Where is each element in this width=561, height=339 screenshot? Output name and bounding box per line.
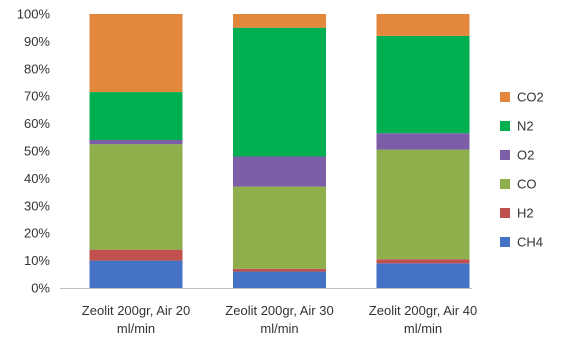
bar-segment-co — [233, 186, 326, 269]
bar-segment-co — [376, 149, 470, 260]
legend-swatch-co — [500, 179, 510, 189]
legend-label-n2: N2 — [517, 119, 534, 134]
y-tick-label: 20% — [24, 226, 50, 241]
x-category-label: ml/min — [260, 321, 298, 336]
y-tick-label: 30% — [24, 198, 50, 213]
y-tick-label: 100% — [17, 7, 51, 22]
x-category-label: Zeolit 200gr, Air 40 — [369, 303, 477, 318]
legend-swatch-n2 — [500, 121, 510, 131]
bar-segment-n2 — [89, 92, 183, 141]
legend-label-co2: CO2 — [517, 90, 544, 105]
legend-swatch-h2 — [500, 208, 510, 218]
y-tick-label: 10% — [24, 253, 50, 268]
bar-segment-n2 — [376, 35, 470, 134]
bar-segment-o2 — [233, 156, 326, 187]
y-tick-label: 60% — [24, 116, 50, 131]
bar-segment-ch4 — [89, 260, 183, 288]
x-category-label: ml/min — [404, 321, 442, 336]
legend-swatch-ch4 — [500, 237, 510, 247]
bar-segment-o2 — [376, 133, 470, 150]
bar-segment-ch4 — [376, 263, 470, 288]
legend-swatch-co2 — [500, 92, 510, 102]
bar-segment-co2 — [376, 14, 470, 36]
bar-segment-n2 — [233, 27, 326, 157]
x-axis: Zeolit 200gr, Air 20 ml/min Zeolit 200gr, … — [60, 288, 477, 336]
legend-label-o2: O2 — [517, 148, 534, 163]
y-tick-label: 50% — [24, 144, 50, 159]
y-tick-label: 80% — [24, 61, 50, 76]
bar-segment-h2 — [89, 249, 183, 261]
legend-label-co: CO — [517, 177, 537, 192]
bar-segment-co — [89, 144, 183, 250]
bar-segment-co2 — [233, 14, 326, 28]
bar-segment-o2 — [89, 140, 183, 145]
x-category-label: Zeolit 200gr, Air 30 — [225, 303, 333, 318]
bar-segment-h2 — [376, 259, 470, 264]
x-category-label: ml/min — [117, 321, 155, 336]
bars — [89, 14, 470, 288]
bar-segment-ch4 — [233, 271, 326, 288]
y-tick-label: 90% — [24, 34, 50, 49]
y-tick-label: 70% — [24, 89, 50, 104]
y-tick-label: 40% — [24, 171, 50, 186]
bar-segment-co2 — [89, 14, 183, 93]
legend-swatch-o2 — [500, 150, 510, 160]
bar-segment-h2 — [233, 268, 326, 272]
legend: CO2 N2 O2 CO H2 CH4 — [500, 90, 544, 250]
x-category-label: Zeolit 200gr, Air 20 — [82, 303, 190, 318]
legend-label-ch4: CH4 — [517, 235, 543, 250]
legend-label-h2: H2 — [517, 206, 534, 221]
y-tick-label: 0% — [31, 281, 50, 296]
y-axis: 0% 10% 20% 30% 40% 50% 60% 70% 80% 90% 100% — [17, 7, 51, 296]
